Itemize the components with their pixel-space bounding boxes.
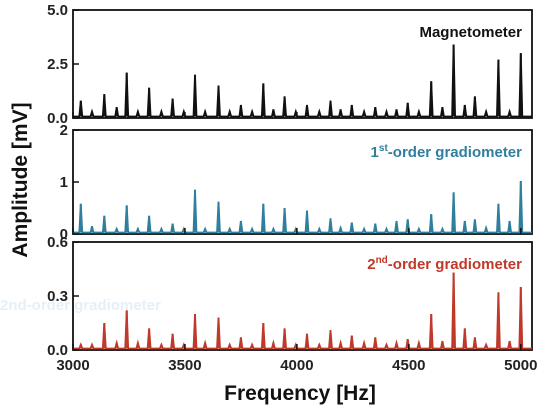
x-tick-label: 3000 <box>56 357 89 374</box>
panel-2: 0 1 2 1st-order gradiometer <box>60 122 533 243</box>
x-tick-label: 4000 <box>280 357 313 374</box>
y-tick-label: 5.0 <box>47 2 68 19</box>
watermark-text: 2nd-order gradiometer <box>0 297 161 314</box>
y-tick-label: 0.3 <box>47 288 68 305</box>
y-tick-label: 0 <box>60 226 68 243</box>
series-label: 1st-order gradiometer <box>371 143 523 161</box>
series-line <box>73 44 532 118</box>
series-label: 2nd-order gradiometer <box>367 255 522 273</box>
panel-3: 0.0 0.3 0.6 2nd-order gradiometer <box>47 234 533 359</box>
y-tick-label: 2 <box>60 122 68 139</box>
y-axis-title: Amplitude [mV] <box>9 102 32 257</box>
series-line <box>73 180 532 234</box>
x-tick-label: 3500 <box>168 357 201 374</box>
x-tick-label: 5000 <box>504 357 537 374</box>
series-label: Magnetometer <box>419 24 522 41</box>
y-tick-label: 2.5 <box>47 56 68 73</box>
panel-1: 0.0 2.5 5.0 Magnetometer <box>47 2 533 127</box>
y-tick-label: 1 <box>60 174 68 191</box>
x-axis-title: Frequency [Hz] <box>224 382 376 405</box>
y-tick-label: 0.0 <box>47 342 68 359</box>
x-tick-label: 4500 <box>392 357 425 374</box>
y-tick-label: 0.0 <box>47 110 68 127</box>
y-tick-label: 0.6 <box>47 234 68 251</box>
